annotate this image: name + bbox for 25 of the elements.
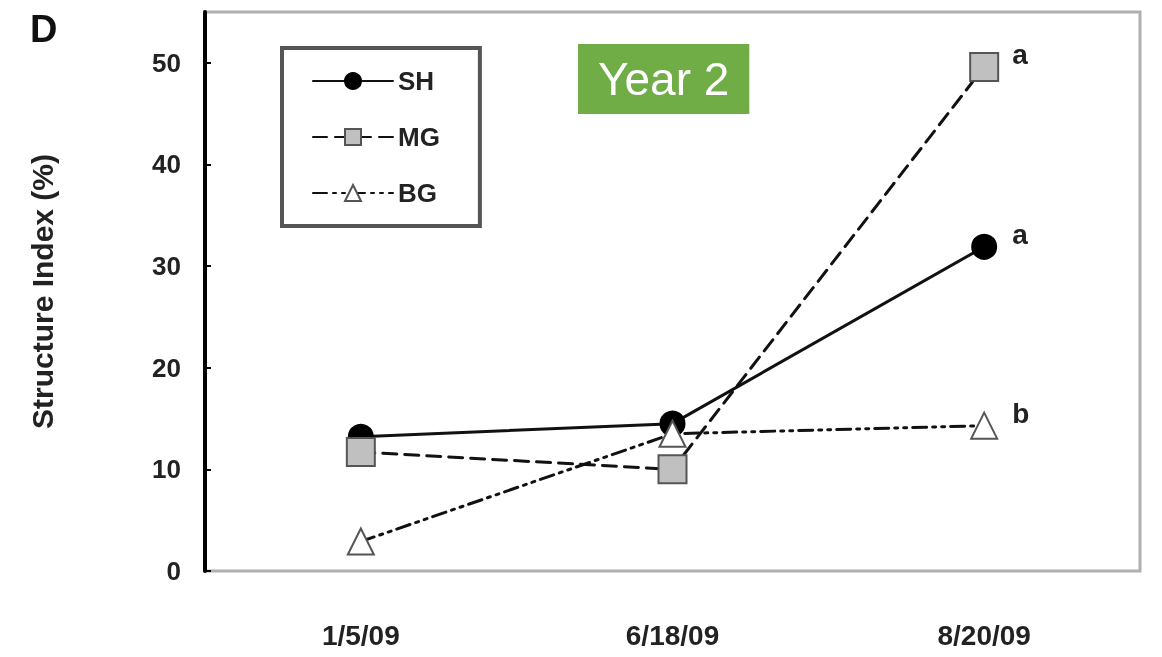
point [658,419,687,448]
x-tick-label: 1/5/09 [321,619,400,651]
point [971,233,998,260]
y-tick-label: 30 [152,251,181,282]
legend-label: MG [398,122,440,152]
point [970,411,999,440]
text: D [30,8,58,50]
y-tick-label: 40 [152,149,181,180]
point [969,51,1000,82]
legend-label: SH [398,66,435,96]
point [345,437,376,468]
x-tick-label: 8/20/09 [937,619,1031,651]
annotation: Year 2 [598,53,730,105]
annotation: b [1012,398,1030,430]
y-tick-label: 0 [166,556,181,586]
y-axis-title: Structure Index (%) [25,153,59,430]
annotation: a [1012,39,1029,71]
point [346,527,375,556]
annotation: a [1012,219,1029,251]
y-tick-label: 50 [152,47,181,78]
y-tick-label: 20 [152,352,181,383]
point [657,454,688,485]
y-tick-label: 10 [152,454,181,485]
legend-label: BG [398,178,437,208]
x-tick-label: 6/18/09 [625,619,720,651]
